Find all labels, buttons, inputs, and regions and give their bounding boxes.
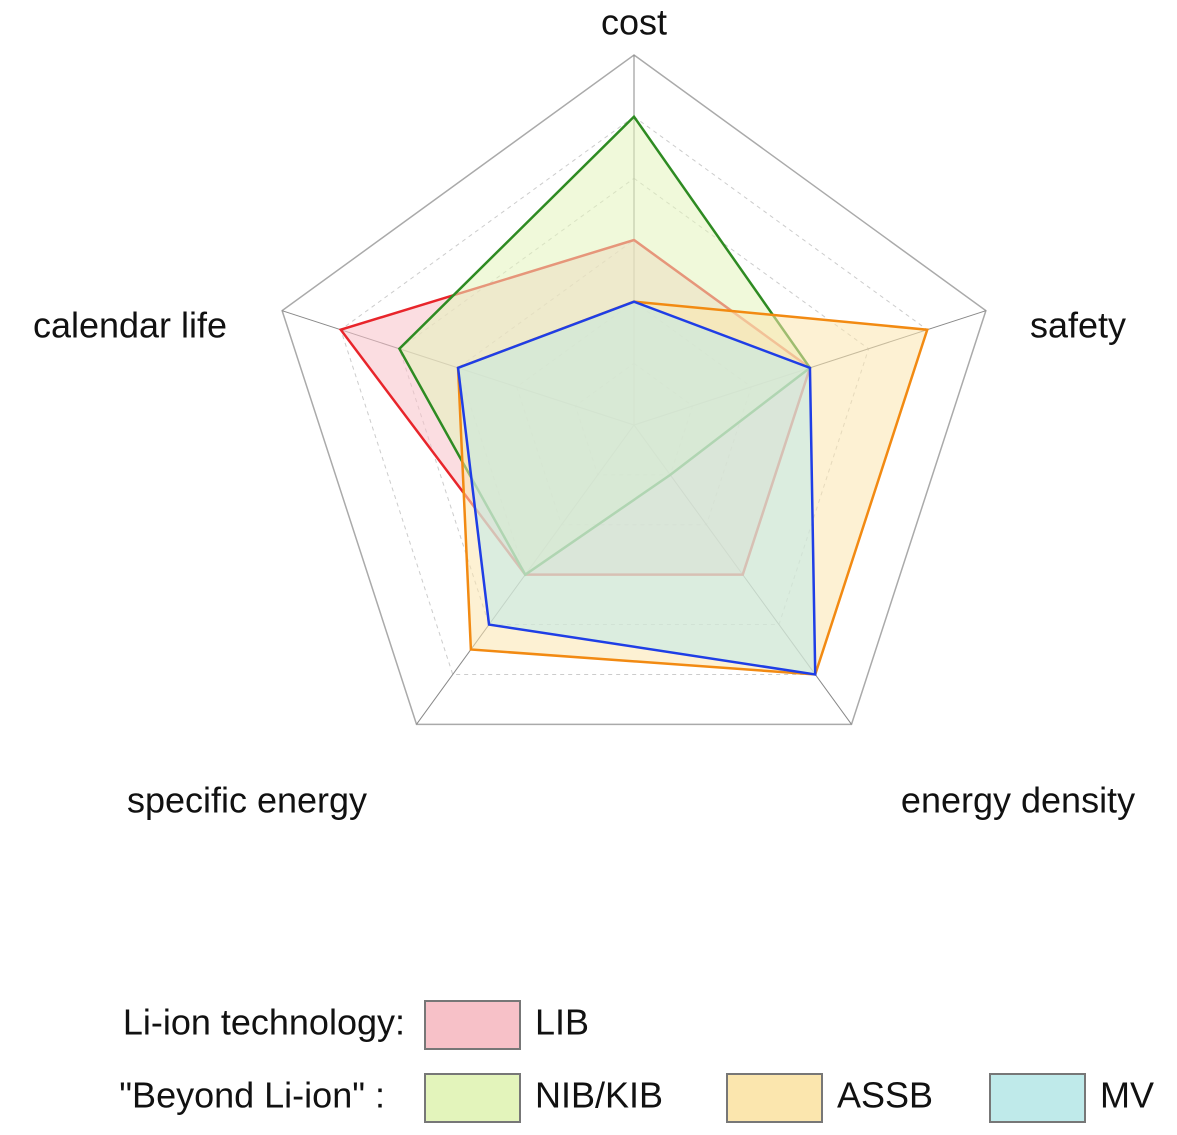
axis-label: specific energy xyxy=(127,780,367,821)
axis-label: calendar life xyxy=(33,305,227,346)
axis-label: cost xyxy=(601,2,667,43)
legend-swatch xyxy=(726,1073,823,1123)
legend-label: LIB xyxy=(535,1002,589,1043)
axis-label: safety xyxy=(1030,305,1126,346)
axis-label: energy density xyxy=(901,780,1135,821)
legend-swatch xyxy=(424,1000,521,1050)
legend-swatch xyxy=(989,1073,1086,1123)
legend-group-label: "Beyond Li-ion" : xyxy=(119,1075,385,1116)
legend-group-label: Li-ion technology: xyxy=(123,1002,405,1043)
legend-swatch xyxy=(424,1073,521,1123)
legend-label: ASSB xyxy=(837,1075,933,1116)
series-area xyxy=(456,300,817,676)
grid-ring xyxy=(340,116,928,675)
legend-label: NIB/KIB xyxy=(535,1075,663,1116)
grid-ring xyxy=(281,54,987,726)
legend-label: MV xyxy=(1100,1075,1154,1116)
